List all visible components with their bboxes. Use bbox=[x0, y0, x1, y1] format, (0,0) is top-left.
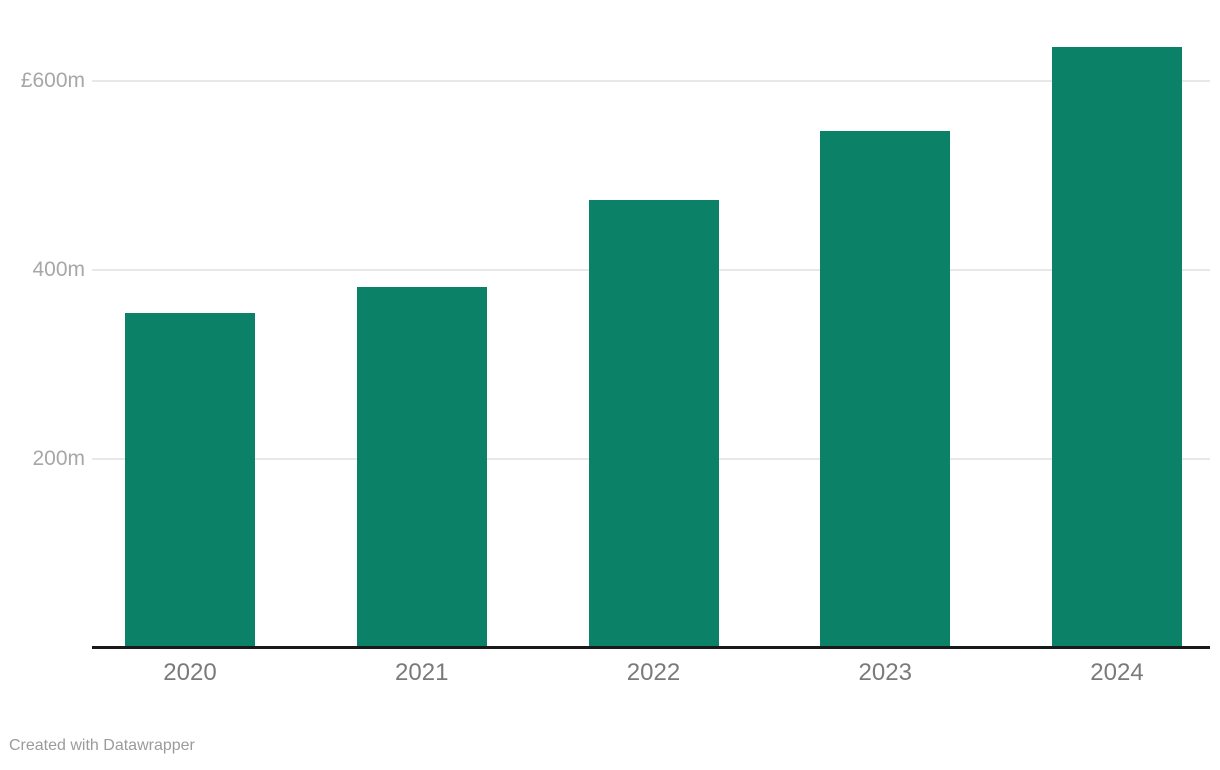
x-tick-label: 2021 bbox=[395, 659, 449, 686]
bar-2020 bbox=[125, 312, 255, 648]
y-tick-label: 400m bbox=[32, 258, 85, 281]
bar-2021 bbox=[356, 287, 487, 648]
y-tick-label: 200m bbox=[32, 447, 85, 470]
y-tick-label: £600m bbox=[20, 69, 85, 92]
x-tick-label: 2022 bbox=[626, 659, 681, 686]
x-tick-label: 2023 bbox=[858, 659, 912, 686]
x-axis-baseline bbox=[92, 646, 1210, 649]
bar-2024 bbox=[1052, 46, 1182, 648]
x-tick-label: 2020 bbox=[163, 659, 217, 686]
datawrapper-credit-link[interactable]: Created with Datawrapper bbox=[9, 737, 195, 754]
bar-2023 bbox=[820, 131, 951, 648]
gridline-600 bbox=[92, 80, 1210, 82]
x-tick-label: 2024 bbox=[1090, 659, 1144, 686]
bar-2022 bbox=[588, 200, 719, 648]
